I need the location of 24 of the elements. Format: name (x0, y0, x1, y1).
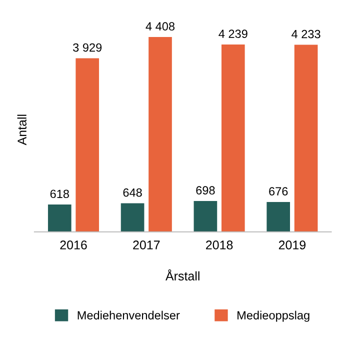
bar (48, 204, 72, 232)
bar (266, 202, 290, 232)
bar (120, 203, 144, 232)
data-label: 698 (196, 186, 215, 195)
data-label: 3 929 (73, 43, 102, 52)
x-tick-label: 2019 (278, 240, 306, 250)
legend-label: Medieoppslag (238, 310, 310, 322)
bar (76, 58, 100, 232)
data-label: 4 408 (146, 22, 175, 31)
bar (194, 201, 218, 232)
bar (294, 44, 318, 232)
y-axis-title: Antall (17, 114, 26, 146)
x-axis-title: Årstall (166, 269, 200, 280)
data-label: 4 233 (292, 30, 320, 38)
x-tick-label: 2017 (133, 240, 160, 250)
data-label: 676 (269, 187, 288, 196)
x-tick-label: 2018 (206, 240, 233, 250)
data-label: 4 239 (218, 30, 248, 38)
data-label: 618 (50, 190, 69, 198)
bar (148, 37, 172, 232)
data-label: 648 (123, 188, 142, 197)
legend-label: Mediehenvendelser (78, 310, 180, 320)
x-tick-label: 2016 (60, 240, 87, 250)
bar (221, 44, 245, 232)
